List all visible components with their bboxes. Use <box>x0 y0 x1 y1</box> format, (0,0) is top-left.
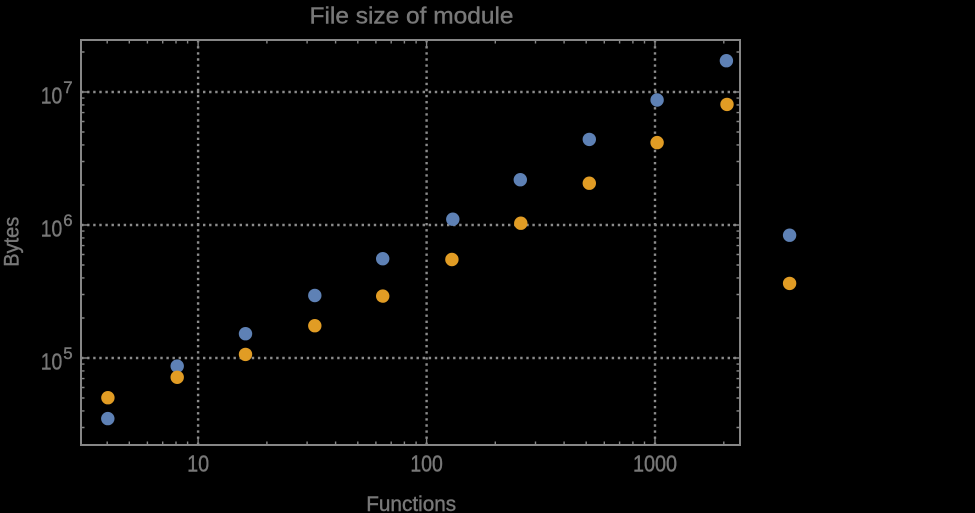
svg-text:File size of module: File size of module <box>310 2 514 28</box>
svg-text:10: 10 <box>187 451 209 477</box>
svg-text:1000: 1000 <box>633 451 677 477</box>
svg-text:100: 100 <box>410 451 443 477</box>
svg-text:10: 10 <box>41 216 63 242</box>
svg-text:7: 7 <box>63 78 72 97</box>
svg-text:5: 5 <box>63 344 72 363</box>
svg-text:6: 6 <box>63 211 72 230</box>
svg-text:10: 10 <box>41 83 63 109</box>
svg-text:Bytes: Bytes <box>0 217 23 267</box>
svg-text:10: 10 <box>41 349 63 375</box>
svg-text:Functions: Functions <box>366 492 456 513</box>
